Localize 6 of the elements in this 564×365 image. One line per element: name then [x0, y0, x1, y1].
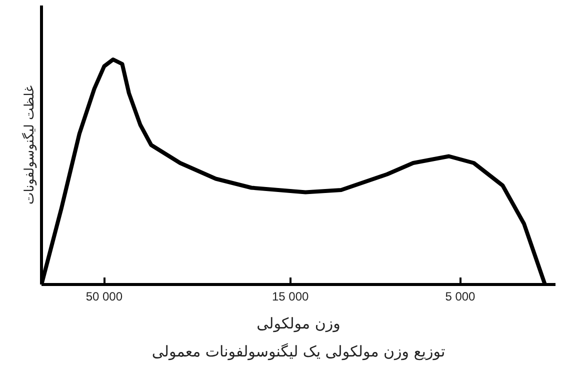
x-axis-title: وزن مولکولی — [256, 314, 340, 332]
y-axis-title: غلظت لیگنوسولفونات — [22, 85, 38, 205]
x-tick-label: 5 000 — [445, 290, 476, 304]
text: توزیع وزن مولکولی یک لیگنوسولفونات معمولی — [152, 342, 446, 360]
x-tick-label: 15 000 — [272, 290, 310, 304]
x-tick-label: 50 000 — [86, 290, 123, 304]
